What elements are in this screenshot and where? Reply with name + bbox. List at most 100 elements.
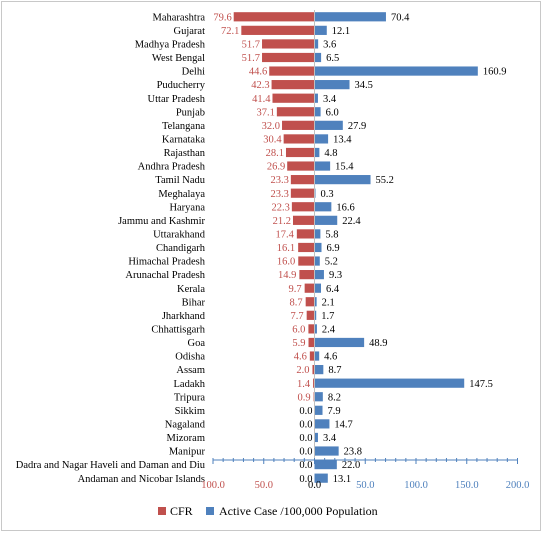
cfr-value-label: 7.7 bbox=[291, 311, 304, 322]
cfr-bar bbox=[299, 270, 315, 280]
active-case-value-label: 13.1 bbox=[333, 474, 351, 485]
active-case-value-label: 147.5 bbox=[469, 379, 493, 390]
category-label: Mizoram bbox=[167, 433, 206, 444]
cfr-bar bbox=[290, 188, 315, 198]
cfr-bar bbox=[292, 215, 315, 225]
active-case-value-label: 1.7 bbox=[321, 311, 334, 322]
active-case-value-label: 48.9 bbox=[369, 338, 387, 349]
active-case-bar bbox=[314, 107, 321, 117]
active-case-value-label: 3.4 bbox=[323, 433, 337, 444]
category-label: Goa bbox=[188, 338, 206, 349]
cfr-value-label: 51.7 bbox=[242, 40, 260, 51]
active-case-bar bbox=[314, 52, 322, 63]
active-case-value-label: 6.4 bbox=[326, 284, 340, 295]
category-label: Uttarakhand bbox=[153, 230, 206, 241]
active-case-bar bbox=[314, 175, 371, 185]
active-case-bar bbox=[314, 242, 322, 253]
active-case-bar bbox=[314, 297, 317, 307]
cfr-value-label: 4.6 bbox=[294, 352, 307, 363]
category-label: Madhya Pradesh bbox=[135, 40, 206, 51]
cfr-value-label: 0.0 bbox=[299, 406, 312, 417]
cfr-bar bbox=[296, 229, 315, 239]
category-label: Rajasthan bbox=[164, 148, 206, 159]
active-case-bar bbox=[314, 80, 350, 90]
active-case-value-label: 23.8 bbox=[344, 447, 362, 458]
legend-label-cfr: CFR bbox=[170, 504, 193, 518]
active-case-bar bbox=[314, 256, 320, 266]
category-label: Andaman and Nicobar Islands bbox=[78, 474, 205, 485]
active-case-value-label: 70.4 bbox=[391, 12, 410, 23]
active-case-bar bbox=[314, 229, 321, 239]
category-label: Tamil Nadu bbox=[155, 175, 205, 186]
x-tick-label: 50.0 bbox=[255, 480, 273, 491]
active-case-bar bbox=[314, 66, 478, 76]
cfr-value-label: 0.0 bbox=[299, 474, 312, 485]
category-label: Karnataka bbox=[162, 135, 205, 146]
x-tick-label: 50.0 bbox=[356, 480, 374, 491]
active-case-value-label: 12.1 bbox=[332, 26, 350, 37]
active-case-bar bbox=[314, 93, 318, 103]
cfr-value-label: 0.0 bbox=[299, 460, 312, 471]
active-case-bar bbox=[314, 337, 365, 348]
active-case-value-label: 6.9 bbox=[327, 243, 340, 254]
x-axis: 100.0 50.0 0.0 50.0 100.0 150.0 200.0 bbox=[201, 10, 529, 491]
cfr-value-label: 14.9 bbox=[278, 270, 296, 281]
cfr-bar bbox=[306, 310, 315, 320]
cfr-value-label: 17.4 bbox=[275, 230, 294, 241]
active-case-value-label: 9.3 bbox=[329, 270, 342, 281]
cfr-value-label: 26.9 bbox=[267, 162, 285, 173]
legend-label-active-case: Active Case /100,000 Population bbox=[219, 504, 378, 518]
x-tick-label: 150.0 bbox=[455, 480, 479, 491]
cfr-value-label: 5.9 bbox=[292, 338, 305, 349]
cfr-value-label: 41.4 bbox=[252, 94, 271, 105]
cfr-bar bbox=[313, 378, 315, 388]
category-label: Delhi bbox=[182, 67, 205, 78]
cfr-bar bbox=[262, 39, 315, 49]
active-case-bar bbox=[314, 215, 338, 225]
category-label: Meghalaya bbox=[158, 189, 205, 200]
active-case-value-label: 55.2 bbox=[376, 175, 394, 186]
active-case-value-label: 7.9 bbox=[328, 406, 341, 417]
cfr-value-label: 0.9 bbox=[297, 392, 310, 403]
cfr-bar bbox=[282, 120, 315, 130]
x-tick-label: 100.0 bbox=[404, 480, 428, 491]
category-label: Assam bbox=[176, 365, 205, 376]
active-case-value-label: 2.4 bbox=[322, 324, 336, 335]
category-label: Puducherry bbox=[157, 80, 206, 91]
category-label: Ladakh bbox=[174, 379, 206, 390]
category-label: Maharashtra bbox=[153, 12, 206, 23]
cfr-value-label: 32.0 bbox=[262, 121, 280, 132]
cfr-bar bbox=[241, 25, 315, 35]
cfr-value-label: 6.0 bbox=[292, 324, 305, 335]
active-case-value-label: 34.5 bbox=[355, 80, 373, 91]
x-tick-label: 0.0 bbox=[308, 480, 321, 491]
category-label: West Bengal bbox=[152, 53, 205, 64]
cfr-value-label: 23.3 bbox=[270, 175, 288, 186]
active-case-bar bbox=[314, 39, 319, 49]
active-case-value-label: 3.6 bbox=[323, 40, 336, 51]
cfr-value-label: 44.6 bbox=[249, 67, 267, 78]
cfr-value-label: 9.7 bbox=[289, 284, 302, 295]
category-labels: Maharashtra Gujarat Madhya Pradesh West Ben… bbox=[16, 12, 206, 484]
cfr-value-label: 30.4 bbox=[263, 135, 282, 146]
cfr-bar bbox=[291, 202, 315, 212]
cfr-value-label: 16.0 bbox=[277, 257, 295, 268]
active-case-bar bbox=[314, 459, 337, 470]
category-label: Jharkhand bbox=[162, 311, 206, 322]
active-case-bar bbox=[314, 324, 317, 334]
active-case-bar bbox=[314, 147, 320, 158]
x-tick-label: 100.0 bbox=[201, 480, 225, 491]
cfr-bar bbox=[305, 297, 315, 307]
active-case-value-label: 4.6 bbox=[324, 352, 337, 363]
active-case-bar bbox=[314, 392, 323, 402]
active-case-value-label: 6.0 bbox=[326, 107, 339, 118]
cfr-bar bbox=[308, 337, 315, 348]
active-case-value-label: 5.2 bbox=[325, 257, 338, 268]
category-label: Nagaland bbox=[165, 419, 206, 430]
active-case-bar bbox=[314, 378, 465, 388]
active-case-bar bbox=[314, 12, 386, 22]
category-label: Telangana bbox=[162, 121, 205, 132]
cfr-bar bbox=[298, 256, 315, 266]
category-label: Arunachal Pradesh bbox=[125, 270, 205, 281]
cfr-value-label: 21.2 bbox=[273, 216, 291, 227]
